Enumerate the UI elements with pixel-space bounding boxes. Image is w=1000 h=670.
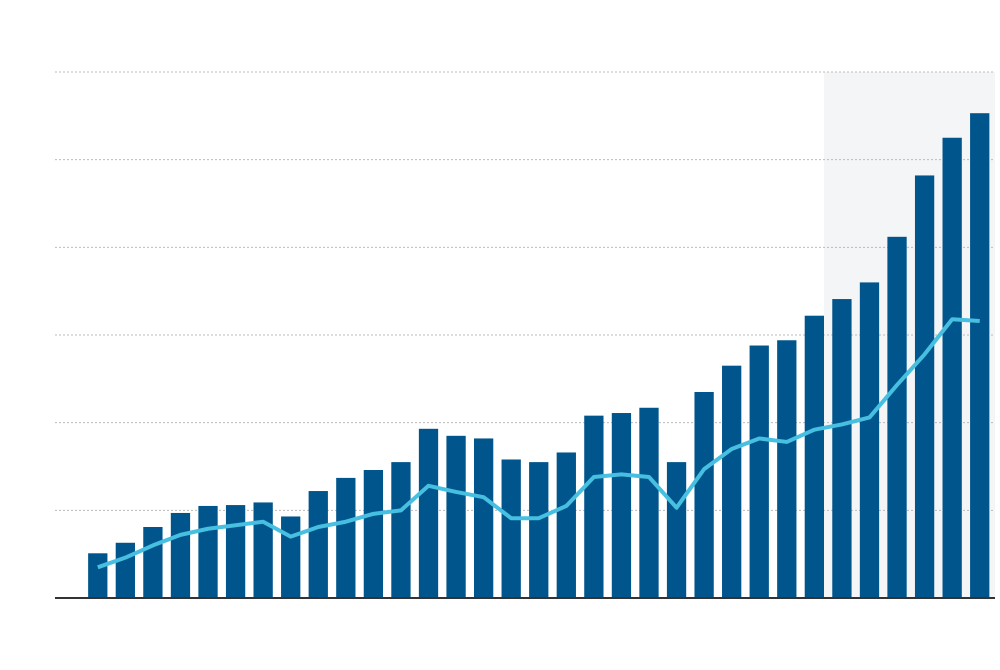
bar — [170, 512, 191, 598]
bar — [777, 340, 797, 598]
bar — [225, 505, 246, 598]
bar — [914, 175, 935, 599]
bar — [281, 516, 301, 598]
bar — [336, 477, 356, 598]
bar — [143, 526, 163, 598]
bar — [611, 413, 632, 598]
bar — [639, 407, 659, 598]
bar — [88, 553, 108, 598]
line — [97, 317, 980, 570]
bar — [722, 365, 742, 598]
bar — [584, 415, 604, 598]
bar — [970, 113, 990, 598]
bar — [391, 462, 411, 598]
bar — [804, 315, 825, 598]
bar — [446, 435, 466, 598]
bar — [529, 462, 549, 598]
bar — [198, 505, 218, 598]
bar — [859, 282, 880, 598]
bar — [418, 428, 439, 598]
bar — [115, 542, 135, 598]
bar — [749, 345, 769, 598]
bar — [501, 459, 521, 598]
bar — [308, 491, 328, 598]
bar — [363, 470, 384, 598]
bar — [942, 137, 962, 598]
bar — [253, 502, 273, 598]
bar — [666, 462, 687, 598]
bar — [694, 391, 714, 598]
bar — [473, 438, 494, 598]
bar — [887, 236, 907, 598]
bar — [556, 452, 576, 598]
bar — [832, 299, 852, 598]
